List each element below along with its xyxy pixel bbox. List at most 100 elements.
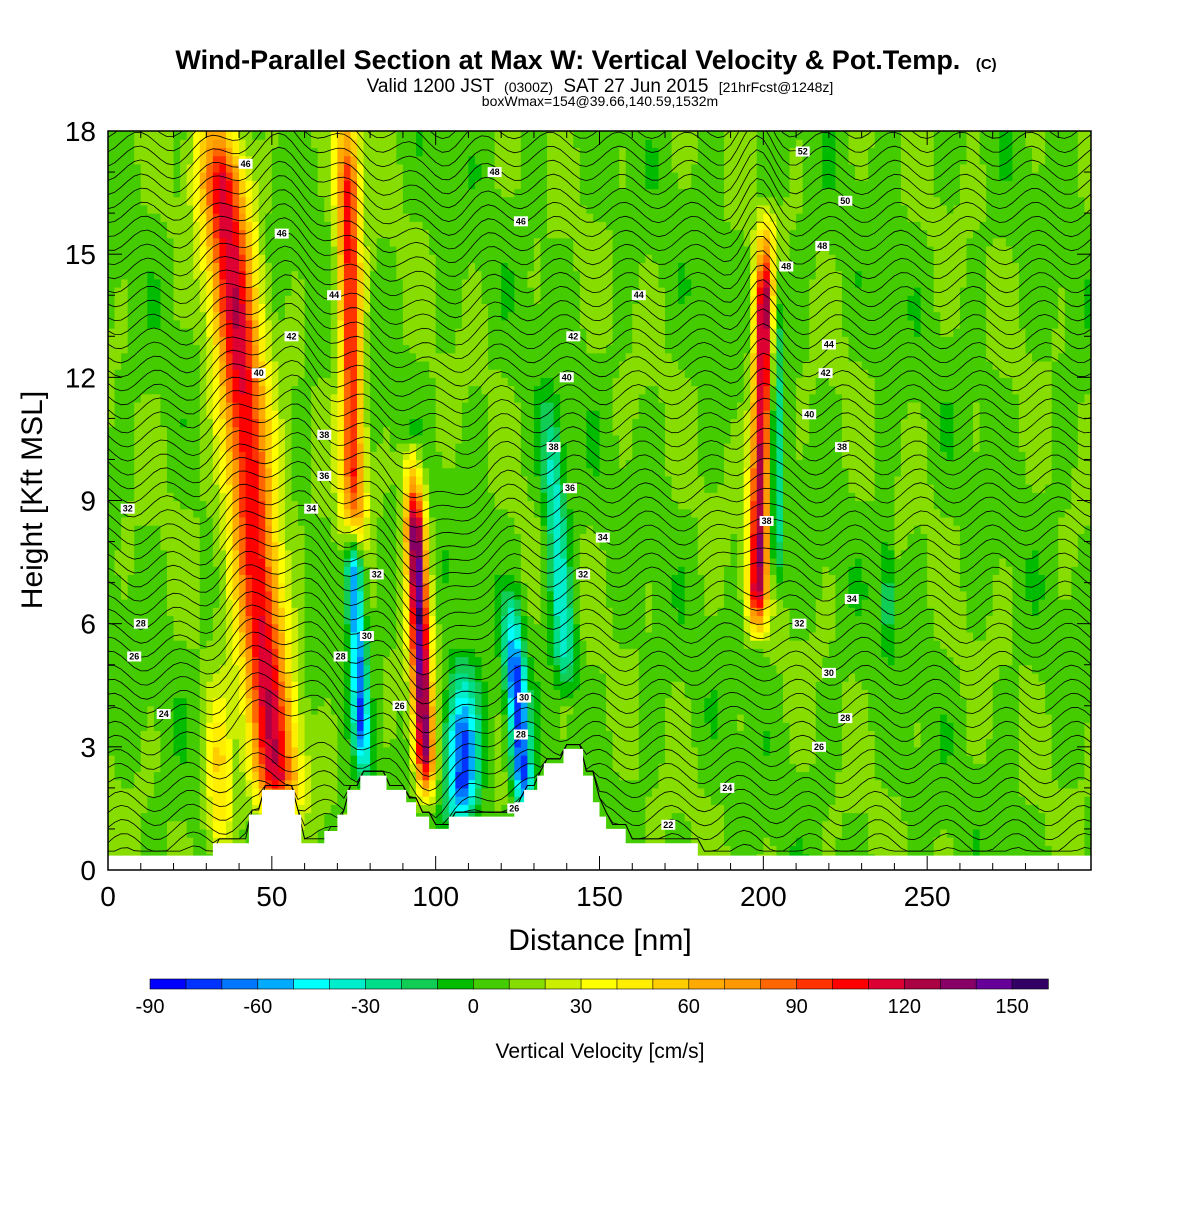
velocity-cell [239, 401, 247, 411]
velocity-cell [376, 722, 384, 732]
velocity-cell [324, 607, 332, 617]
velocity-cell [108, 681, 116, 690]
velocity-cell [134, 796, 142, 805]
velocity-cell [212, 426, 220, 436]
velocity-cell [402, 500, 411, 510]
velocity-cell [134, 163, 142, 173]
velocity-cell [442, 713, 450, 723]
velocity-cell [278, 393, 286, 403]
velocity-cell [416, 755, 424, 764]
velocity-cell [376, 369, 384, 378]
velocity-cell [402, 213, 411, 222]
velocity-cell [442, 820, 450, 830]
velocity-cell [330, 385, 338, 395]
velocity-cell [396, 755, 404, 764]
velocity-cell [383, 475, 391, 485]
velocity-cell [193, 516, 201, 526]
velocity-cell [461, 360, 470, 370]
velocity-cell [455, 303, 463, 313]
velocity-cell [291, 508, 299, 518]
velocity-cell [284, 631, 293, 641]
velocity-cell [180, 533, 188, 543]
velocity-cell [330, 755, 338, 764]
velocity-cell [317, 500, 325, 510]
velocity-cell [134, 804, 142, 814]
velocity-cell [317, 336, 325, 346]
velocity-cell [409, 369, 417, 378]
velocity-cell [402, 459, 411, 469]
velocity-cell [271, 689, 279, 699]
velocity-cell [330, 590, 338, 600]
velocity-cell [442, 303, 450, 313]
velocity-cell [461, 426, 470, 436]
velocity-cell [258, 418, 266, 428]
velocity-cell [284, 295, 293, 305]
velocity-cell [186, 787, 194, 797]
velocity-cell [160, 837, 168, 846]
velocity-cell [245, 204, 253, 214]
velocity-cell [291, 730, 299, 740]
velocity-cell [442, 287, 450, 296]
velocity-cell [199, 319, 207, 329]
velocity-cell [245, 582, 253, 592]
velocity-cell [343, 344, 352, 354]
velocity-cell [416, 787, 424, 797]
velocity-cell [147, 311, 155, 321]
velocity-cell [311, 180, 319, 190]
velocity-cell [180, 656, 188, 666]
velocity-cell [448, 787, 456, 797]
velocity-cell [160, 426, 168, 436]
velocity-cell [350, 385, 358, 395]
velocity-cell [160, 303, 168, 313]
velocity-cell [140, 262, 148, 272]
velocity-cell [121, 574, 129, 584]
velocity-cell [448, 713, 456, 723]
velocity-cell [134, 828, 142, 838]
velocity-cell [337, 705, 345, 715]
velocity-cell [199, 607, 207, 617]
velocity-cell [245, 188, 253, 198]
velocity-cell [134, 229, 142, 239]
velocity-cell [108, 270, 116, 280]
velocity-cell [416, 664, 424, 674]
velocity-cell [206, 369, 214, 378]
velocity-cell [206, 689, 214, 699]
velocity-cell [199, 640, 207, 649]
velocity-cell [193, 393, 201, 403]
velocity-cell [278, 475, 286, 485]
velocity-cell [389, 566, 397, 575]
velocity-cell [435, 812, 443, 822]
velocity-cell [376, 705, 384, 715]
velocity-cell [173, 245, 181, 255]
velocity-cell [461, 180, 470, 190]
velocity-cell [409, 418, 417, 428]
velocity-cell [153, 147, 162, 157]
velocity-cell [147, 196, 155, 206]
velocity-cell [435, 401, 443, 411]
velocity-cell [402, 763, 411, 773]
velocity-cell [206, 328, 214, 337]
velocity-cell [461, 746, 470, 756]
velocity-cell [252, 131, 260, 140]
velocity-cell [402, 262, 411, 272]
velocity-cell [409, 410, 417, 419]
velocity-cell [337, 237, 345, 247]
velocity-cell [147, 401, 155, 411]
velocity-cell [350, 574, 358, 584]
velocity-cell [409, 443, 417, 452]
velocity-cell [317, 139, 325, 149]
velocity-cell [225, 574, 234, 584]
velocity-cell [239, 689, 247, 699]
velocity-cell [239, 131, 247, 140]
velocity-cell [311, 516, 319, 526]
velocity-cell [114, 804, 122, 814]
velocity-cell [166, 820, 175, 830]
velocity-cell [435, 566, 443, 575]
velocity-cell [337, 196, 345, 206]
velocity-cell [337, 574, 345, 584]
velocity-cell [108, 492, 116, 502]
velocity-cell [232, 204, 240, 214]
velocity-cell [166, 787, 175, 797]
velocity-cell [153, 640, 162, 649]
velocity-cell [396, 213, 404, 222]
